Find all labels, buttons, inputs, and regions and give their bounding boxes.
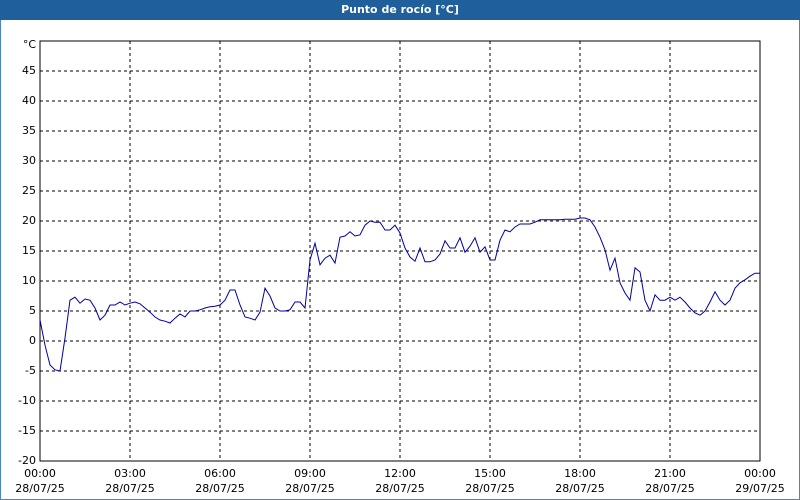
y-tick-label: 5	[29, 304, 36, 317]
y-tick-label: 20	[22, 214, 36, 227]
x-tick-label: 09:00 28/07/25	[285, 467, 334, 495]
y-tick-label: 15	[22, 244, 36, 257]
x-tick-label: 18:00 28/07/25	[555, 467, 604, 495]
data-line	[39, 217, 760, 372]
x-tick-label: 00:00 29/07/25	[735, 467, 784, 495]
x-tick-label: 21:00 28/07/25	[645, 467, 694, 495]
y-tick-label: -10	[18, 394, 36, 407]
title-bar	[0, 0, 800, 20]
y-tick-label: 45	[22, 64, 36, 77]
y-tick-label: -5	[25, 364, 36, 377]
y-tick-label: -20	[18, 454, 36, 467]
y-tick-label: 35	[22, 124, 36, 137]
y-tick-label: 40	[22, 94, 36, 107]
y-tick-label: 30	[22, 154, 36, 167]
x-tick-label: 15:00 28/07/25	[465, 467, 514, 495]
y-unit: °C	[23, 38, 37, 51]
y-tick-label: -15	[18, 424, 36, 437]
y-tick-label: 10	[22, 274, 36, 287]
plot-frame	[39, 40, 761, 462]
y-tick-label: 0	[29, 334, 36, 347]
chart-title: Punto de rocío [°C]	[341, 3, 459, 16]
x-tick-label: 00:00 28/07/25	[15, 467, 64, 495]
y-tick-label: 25	[22, 184, 36, 197]
x-tick-label: 06:00 28/07/25	[195, 467, 244, 495]
x-tick-label: 12:00 28/07/25	[375, 467, 424, 495]
x-tick-label: 03:00 28/07/25	[105, 467, 154, 495]
